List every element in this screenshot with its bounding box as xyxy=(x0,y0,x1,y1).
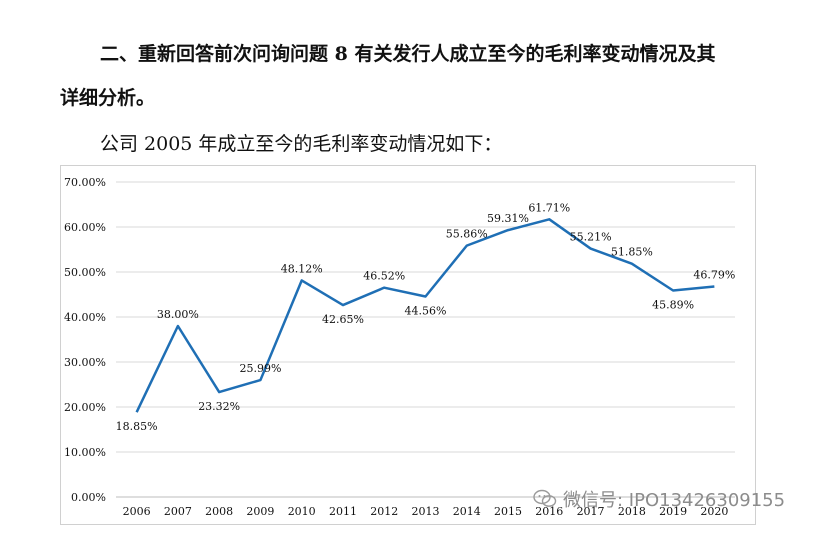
y-tick-label: 70.00% xyxy=(64,176,106,189)
x-tick-label: 2012 xyxy=(370,505,398,518)
x-tick-label: 2020 xyxy=(700,505,728,518)
y-tick-label: 30.00% xyxy=(64,356,106,369)
data-label: 18.85% xyxy=(116,420,158,433)
data-label: 25.99% xyxy=(239,362,281,375)
x-tick-label: 2009 xyxy=(246,505,274,518)
x-tick-label: 2013 xyxy=(412,505,440,518)
wechat-watermark: 微信号: IPO13426309155 xyxy=(533,486,785,512)
y-tick-label: 50.00% xyxy=(64,266,106,279)
data-label: 48.12% xyxy=(281,262,323,275)
y-tick-label: 10.00% xyxy=(64,446,106,459)
x-tick-label: 2014 xyxy=(453,505,481,518)
data-label: 61.71% xyxy=(528,201,570,214)
data-label: 51.85% xyxy=(611,246,653,259)
y-tick-label: 0.00% xyxy=(71,491,106,504)
data-label: 46.79% xyxy=(693,268,735,281)
watermark-text: 微信号: IPO13426309155 xyxy=(563,490,786,511)
data-label: 46.52% xyxy=(363,270,405,283)
x-tick-label: 2017 xyxy=(577,505,605,518)
x-tick-label: 2019 xyxy=(659,505,687,518)
x-tick-label: 2011 xyxy=(329,505,357,518)
data-label: 38.00% xyxy=(157,308,199,321)
intro-paragraph: 公司 2005 年成立至今的毛利率变动情况如下： xyxy=(100,133,503,155)
y-tick-label: 60.00% xyxy=(64,221,106,234)
data-label: 42.65% xyxy=(322,313,364,326)
section-heading-line2: 详细分析。 xyxy=(60,87,156,109)
series-line xyxy=(135,218,715,413)
y-tick-label: 40.00% xyxy=(64,311,106,324)
data-label: 59.31% xyxy=(487,212,529,225)
x-tick-label: 2018 xyxy=(618,505,646,518)
x-tick-label: 2010 xyxy=(288,505,316,518)
line-chart-svg: 0.00% 10.00% 20.00% 30.00% 40.00% 50.00% 60.00… xyxy=(64,176,735,518)
x-tick-label: 2016 xyxy=(535,505,563,518)
x-tick-label: 2006 xyxy=(123,505,151,518)
x-tick-label: 2007 xyxy=(164,505,192,518)
data-label: 55.21% xyxy=(570,231,612,244)
data-label: 45.89% xyxy=(652,298,694,311)
data-label: 55.86% xyxy=(446,228,488,241)
wechat-icon xyxy=(533,489,557,507)
data-label: 44.56% xyxy=(405,304,447,317)
x-tick-label: 2015 xyxy=(494,505,522,518)
gross-margin-chart: 0.00% 10.00% 20.00% 30.00% 40.00% 50.00% 60.00… xyxy=(60,165,756,525)
data-label: 23.32% xyxy=(198,400,240,413)
section-heading-line1: 二、重新回答前次问询问题 8 有关发行人成立至今的毛利率变动情况及其 xyxy=(100,43,716,65)
y-tick-label: 20.00% xyxy=(64,401,106,414)
x-tick-label: 2008 xyxy=(205,505,233,518)
